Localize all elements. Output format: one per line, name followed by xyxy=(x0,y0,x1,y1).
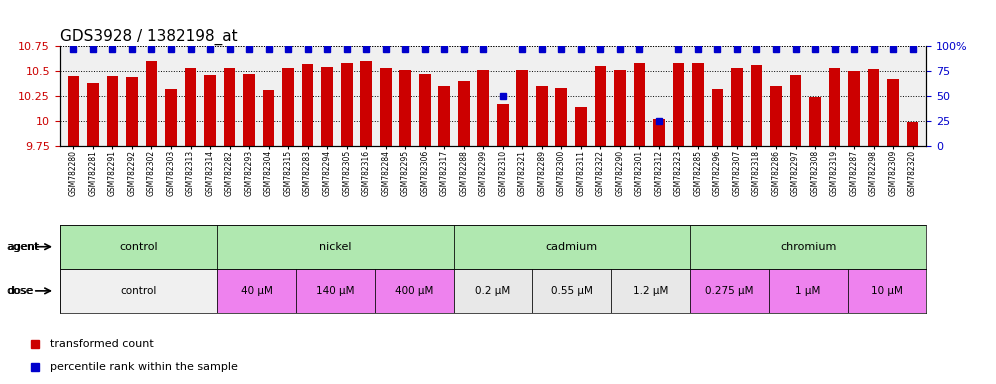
Bar xyxy=(633,63,645,146)
Text: cadmium: cadmium xyxy=(546,242,598,252)
Bar xyxy=(217,269,296,313)
Bar xyxy=(556,88,567,146)
Bar xyxy=(517,70,528,146)
Bar xyxy=(809,97,821,146)
Bar xyxy=(126,77,137,146)
Bar xyxy=(497,104,509,146)
Text: 0.275 μM: 0.275 μM xyxy=(705,286,754,296)
Bar xyxy=(145,61,157,146)
Bar xyxy=(731,68,743,146)
Bar xyxy=(868,69,879,146)
Text: transformed count: transformed count xyxy=(50,339,153,349)
Bar xyxy=(692,63,704,146)
Bar xyxy=(770,86,782,146)
Bar xyxy=(769,269,848,313)
Bar xyxy=(453,269,533,313)
Bar xyxy=(453,225,690,269)
Bar xyxy=(302,64,314,146)
Text: 1.2 μM: 1.2 μM xyxy=(632,286,668,296)
Text: 40 μM: 40 μM xyxy=(241,286,273,296)
Bar xyxy=(612,269,690,313)
Bar xyxy=(243,74,255,146)
Text: agent: agent xyxy=(7,242,40,252)
Text: control: control xyxy=(120,242,157,252)
Bar xyxy=(204,75,216,146)
Text: chromium: chromium xyxy=(780,242,837,252)
Bar xyxy=(887,79,899,146)
Text: 10 μM: 10 μM xyxy=(871,286,902,296)
Bar xyxy=(379,68,391,146)
Bar xyxy=(829,68,841,146)
Bar xyxy=(165,89,177,146)
Bar xyxy=(575,107,587,146)
Bar xyxy=(217,225,453,269)
Bar xyxy=(107,76,119,146)
Bar xyxy=(322,67,333,146)
Bar xyxy=(614,70,625,146)
Bar xyxy=(282,68,294,146)
Text: 140 μM: 140 μM xyxy=(316,286,355,296)
Text: 0.55 μM: 0.55 μM xyxy=(551,286,593,296)
Text: percentile rank within the sample: percentile rank within the sample xyxy=(50,362,238,372)
Bar xyxy=(361,61,373,146)
Bar xyxy=(711,89,723,146)
Bar xyxy=(438,86,450,146)
Bar xyxy=(849,71,860,146)
Text: GDS3928 / 1382198_at: GDS3928 / 1382198_at xyxy=(60,28,237,45)
Bar xyxy=(848,269,926,313)
Bar xyxy=(60,225,217,269)
Text: dose: dose xyxy=(6,286,33,296)
Bar xyxy=(419,74,430,146)
Bar xyxy=(906,122,918,146)
Bar xyxy=(595,66,607,146)
Bar xyxy=(536,86,548,146)
Bar xyxy=(653,119,664,146)
Text: 0.2 μM: 0.2 μM xyxy=(475,286,511,296)
Text: agent: agent xyxy=(6,242,39,252)
Bar xyxy=(68,76,80,146)
Text: nickel: nickel xyxy=(320,242,352,252)
Bar xyxy=(296,269,374,313)
Text: control: control xyxy=(121,286,156,296)
Bar xyxy=(458,81,469,146)
Bar xyxy=(533,269,612,313)
Bar xyxy=(184,68,196,146)
Bar xyxy=(690,225,926,269)
Bar xyxy=(374,269,453,313)
Text: dose: dose xyxy=(7,286,34,296)
Bar xyxy=(672,63,684,146)
Bar xyxy=(690,269,769,313)
Bar xyxy=(399,70,411,146)
Bar xyxy=(341,63,353,146)
Bar xyxy=(477,70,489,146)
Bar xyxy=(60,269,217,313)
Bar xyxy=(790,75,802,146)
Text: 400 μM: 400 μM xyxy=(395,286,433,296)
Bar xyxy=(224,68,235,146)
Text: 1 μM: 1 μM xyxy=(796,286,821,296)
Bar xyxy=(751,65,762,146)
Bar xyxy=(263,90,275,146)
Bar xyxy=(87,83,99,146)
